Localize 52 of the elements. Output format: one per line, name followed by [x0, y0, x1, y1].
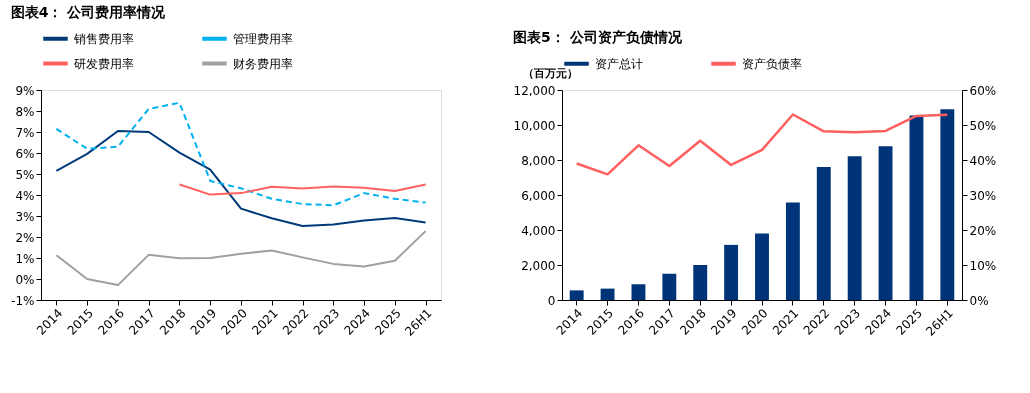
legend-label: 资产负债率: [742, 56, 802, 71]
bar: [600, 288, 615, 300]
line-series: [55, 129, 427, 228]
y2-tick-label: 40%: [969, 153, 997, 168]
bar: [724, 244, 739, 300]
y-tick-label: 0: [547, 293, 556, 308]
y-tick-label: 4,000: [521, 223, 556, 238]
y-tick-label: 3%: [15, 209, 35, 224]
bar: [755, 233, 769, 300]
y-tick-label: 7%: [15, 125, 35, 140]
y-axis-title: （百万元）: [522, 66, 578, 80]
chart-title: 图表5： 公司资产负债情况: [513, 29, 683, 45]
chart-title: 图表4： 公司费用率情况: [10, 4, 167, 20]
legend-label: 财务费用率: [233, 56, 293, 71]
bar: [785, 202, 800, 300]
y2-tick-label: 30%: [969, 188, 997, 203]
legend-label: 销售费用率: [73, 31, 134, 46]
bar: [816, 167, 831, 300]
y-tick-label: 9%: [15, 83, 35, 98]
bar: [693, 265, 708, 300]
bar: [631, 284, 646, 300]
line-series: [178, 183, 427, 196]
bar: [909, 115, 924, 300]
y-tick-label: 6%: [15, 146, 35, 161]
y-tick-label: 4%: [15, 188, 35, 203]
y2-tick-label: 50%: [969, 118, 997, 133]
y-tick-label: 0%: [15, 272, 35, 287]
y2-tick-label: 0%: [969, 293, 989, 308]
y2-tick-label: 60%: [969, 83, 997, 98]
bar: [847, 156, 862, 300]
y-tick-label: 10,000: [513, 118, 556, 133]
y-tick-label: 6,000: [521, 188, 556, 203]
legend-label: 资产总计: [595, 56, 643, 71]
y-tick-label: -1%: [11, 293, 35, 308]
y-tick-label: 2,000: [521, 258, 556, 273]
y-tick-label: 5%: [15, 167, 35, 182]
y2-tick-label: 10%: [969, 258, 997, 273]
y-tick-label: 1%: [15, 251, 35, 266]
y-tick-label: 8,000: [521, 153, 556, 168]
legend-label: 管理费用率: [233, 31, 293, 46]
line-series: [55, 101, 427, 207]
bar: [940, 109, 955, 300]
bar: [569, 290, 584, 300]
line-series: [55, 230, 427, 287]
bar: [878, 146, 893, 300]
line-series: [575, 113, 949, 176]
y2-tick-label: 20%: [969, 223, 997, 238]
bar: [662, 273, 677, 300]
y-tick-label: 12,000: [513, 83, 556, 98]
y-tick-label: 2%: [15, 230, 35, 245]
y-tick-label: 8%: [15, 104, 35, 119]
legend-label: 研发费用率: [74, 56, 134, 71]
